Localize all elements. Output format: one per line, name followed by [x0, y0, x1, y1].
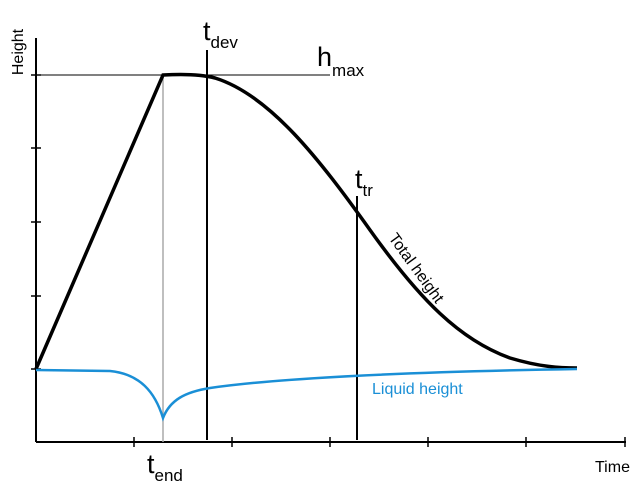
x-axis-label: Time — [595, 459, 630, 476]
total-height-label: Total height — [385, 230, 447, 307]
total-height-curve — [34, 72, 578, 370]
t-tr-label: ttr — [355, 164, 373, 200]
h-max-label: hmax — [317, 42, 365, 80]
liquid-height-curve — [35, 367, 578, 422]
t-dev-label: tdev — [203, 16, 238, 52]
liquid-height-label: Liquid height — [372, 381, 463, 398]
x-ticks — [133, 437, 626, 447]
t-end-label: tend — [147, 449, 183, 485]
y-axis-label: Height — [10, 28, 27, 75]
axes — [31, 38, 626, 447]
